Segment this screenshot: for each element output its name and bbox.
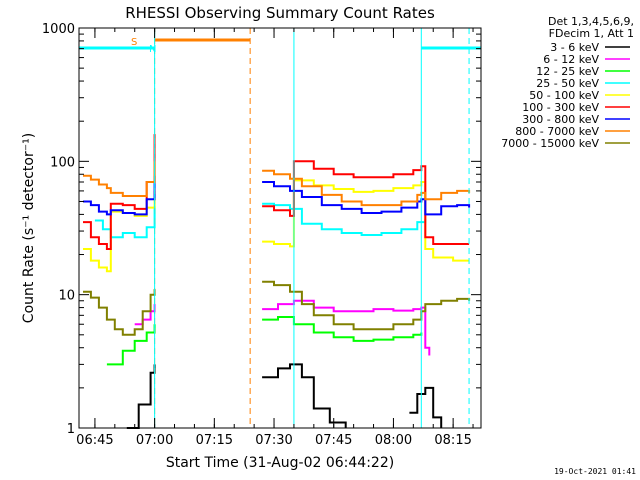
series-line-1-seg-0 [134, 304, 156, 326]
marker-lines [154, 28, 470, 428]
series-line-7-seg-1 [262, 169, 471, 207]
chart-title: RHESSI Observing Summary Count Rates [125, 4, 435, 22]
y-tick-label-2: 100 [50, 155, 75, 170]
x-axis: 06:45 07:00 07:15 07:30 07:45 08:00 08:15 [76, 28, 474, 448]
x-tick-label-1: 07:00 [136, 433, 173, 448]
legend-label-3: 25 - 50 keV [536, 77, 599, 90]
series-line-2-seg-0 [106, 324, 156, 366]
y-tick-label-0: 1 [67, 422, 75, 437]
legend-label-1: 6 - 12 keV [543, 53, 599, 66]
legend-label-4: 50 - 100 keV [529, 89, 599, 102]
legend-header-0: Det 1,3,4,5,6,9, [548, 15, 634, 28]
series-line-3-seg-0 [94, 206, 156, 239]
series-line-0-seg-1 [262, 363, 347, 428]
series-line-6-seg-0 [83, 175, 156, 216]
y-axis-label: Count Rate (s⁻¹ detector⁻¹) [21, 133, 37, 323]
x-axis-label: Start Time (31-Aug-02 06:44:22) [166, 455, 394, 471]
legend-label-2: 12 - 25 keV [536, 65, 599, 78]
timestamp: 19-Oct-2021 01:41 [554, 467, 636, 476]
legend-label-5: 100 - 300 keV [522, 101, 599, 114]
series-line-5-seg-0 [83, 134, 156, 250]
plot-frame [78, 27, 482, 429]
series-line-8-seg-0 [83, 289, 156, 336]
series-line-8-seg-1 [262, 280, 471, 331]
series-line-6-seg-1 [262, 181, 471, 216]
x-tick-label-3: 07:30 [255, 433, 292, 448]
legend: Det 1,3,4,5,6,9,FDecim 1, Att 13 - 6 keV… [501, 15, 634, 150]
series-line-2-seg-1 [262, 316, 423, 342]
night-label: N [149, 44, 156, 55]
series-line-3-seg-1 [262, 202, 427, 236]
x-tick-label-0: 06:45 [76, 433, 113, 448]
y-axis: 1 10 100 1000 [42, 22, 481, 437]
series-line-7-seg-0 [83, 161, 156, 197]
legend-header-1: FDecim 1, Att 1 [549, 27, 634, 40]
x-tick-label-5: 08:00 [375, 433, 412, 448]
legend-label-0: 3 - 6 keV [550, 41, 599, 54]
series-line-5-seg-1 [262, 160, 470, 245]
x-tick-label-2: 07:15 [196, 433, 233, 448]
saa-label: S [131, 37, 137, 48]
x-tick-label-4: 07:45 [315, 433, 352, 448]
series-line-4-seg-1 [262, 179, 470, 262]
series-layer [83, 134, 471, 429]
y-tick-label-3: 1000 [42, 22, 75, 37]
series-line-0-seg-2 [409, 386, 443, 428]
y-tick-label-1: 10 [58, 289, 75, 304]
x-tick-label-6: 08:15 [434, 433, 471, 448]
legend-label-7: 800 - 7000 keV [515, 125, 599, 138]
legend-label-8: 7000 - 15000 keV [501, 137, 599, 150]
legend-label-6: 300 - 800 keV [522, 113, 599, 126]
series-line-0-seg-0 [126, 364, 156, 429]
series-line-1-seg-1 [262, 299, 431, 356]
